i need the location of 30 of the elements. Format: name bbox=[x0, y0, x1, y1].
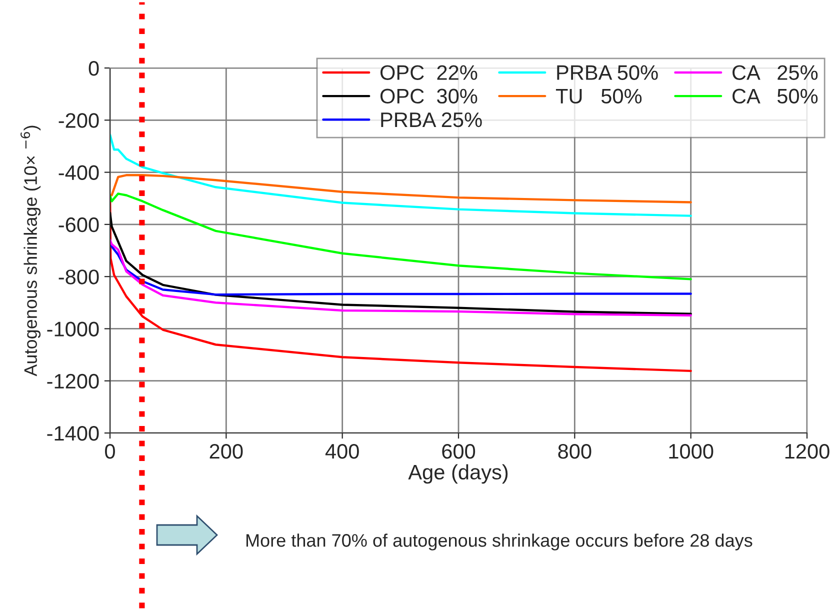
line-series bbox=[110, 238, 692, 317]
legend-label: PRBA 25% bbox=[381, 112, 482, 128]
y-tick-label: -1200 bbox=[47, 374, 99, 389]
x-tick-label: 1200 bbox=[785, 444, 830, 459]
legend-label: CA 50% bbox=[732, 88, 818, 104]
x-tick-label: 800 bbox=[558, 444, 592, 459]
x-tick-label: 0 bbox=[105, 444, 115, 459]
y-tick-label: -800 bbox=[58, 270, 99, 284]
x-tick-label: 1000 bbox=[669, 444, 714, 459]
x-tick-label: 600 bbox=[442, 444, 476, 459]
text: More than 70% of autogenous shrinkage occurs before 28 days bbox=[246, 534, 752, 550]
y-axis-title: Autogenous shrinkage (10× $^{−6}$) bbox=[20, 126, 41, 376]
legend-label: TU 50% bbox=[556, 88, 642, 104]
line-series bbox=[110, 212, 692, 315]
legend-label: CA 25% bbox=[732, 65, 818, 80]
legend-label: PRBA 50% bbox=[557, 65, 658, 80]
x-axis-title: Age (days) bbox=[408, 464, 508, 484]
y-tick-label: 0 bbox=[88, 61, 99, 76]
y-tick-label: -400 bbox=[58, 165, 99, 180]
y-tick-label: -1000 bbox=[47, 322, 99, 336]
legend-label: OPC 22% bbox=[380, 65, 478, 80]
line-series bbox=[110, 174, 692, 204]
legend-label: OPC 30% bbox=[380, 88, 478, 104]
line-series bbox=[110, 134, 692, 217]
y-tick-label: -1400 bbox=[47, 426, 99, 441]
x-tick-label: 400 bbox=[325, 444, 359, 459]
y-tick-label: -200 bbox=[58, 113, 99, 128]
x-tick-label: 200 bbox=[210, 444, 243, 459]
line-series bbox=[110, 192, 692, 280]
y-tick-label: -600 bbox=[58, 217, 99, 232]
